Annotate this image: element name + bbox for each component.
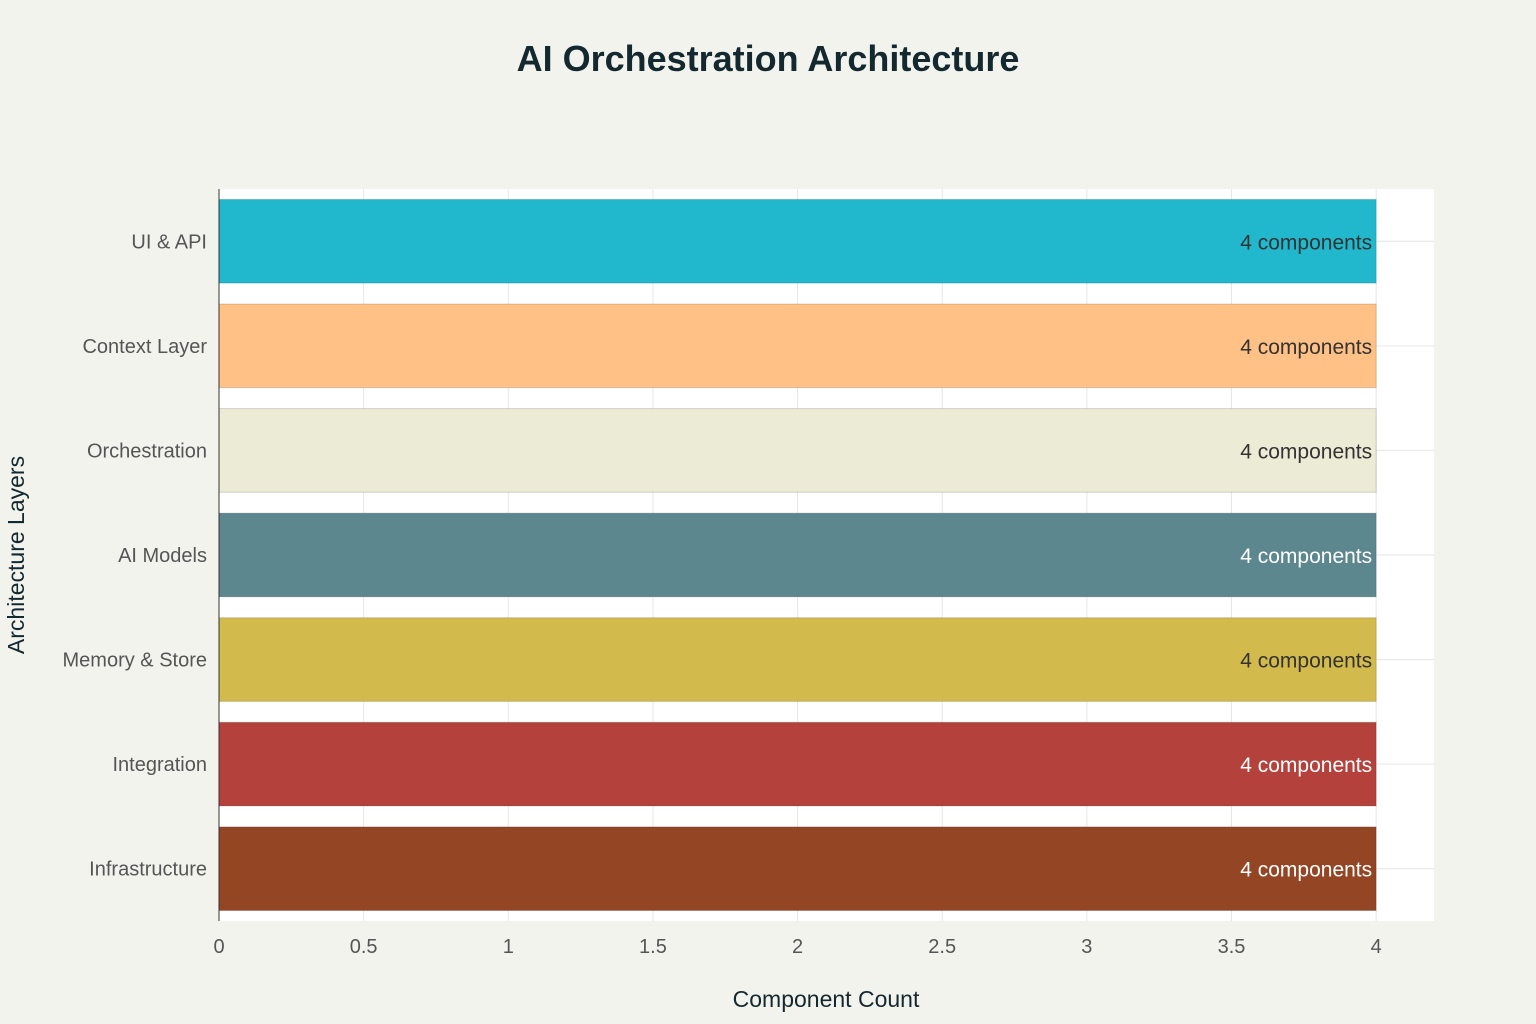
bars: 4 components 4 components 4 components 4 co… (218, 198, 1377, 912)
x-tick-labels: 0 0.5 1 1.5 2 2.5 3 3.5 4 (213, 936, 1381, 958)
y-tick-label: Infrastructure (89, 859, 207, 881)
y-tick-label: UI & API (131, 231, 207, 253)
x-tick-label: 2.5 (928, 936, 956, 958)
x-tick-label: 3.5 (1218, 936, 1246, 958)
y-tick-label: Context Layer (82, 336, 207, 358)
x-tick-label: 0 (213, 936, 224, 958)
y-tick-label: AI Models (118, 545, 207, 567)
y-tick-labels: UI & API Context Layer Orchestration AI Mod… (63, 231, 208, 880)
x-axis-label: Component Count (733, 986, 920, 1012)
bar (218, 408, 1377, 493)
x-tick-label: 4 (1371, 936, 1382, 958)
x-tick-label: 1.5 (639, 936, 667, 958)
x-tick-label: 2 (792, 936, 803, 958)
y-axis-label: Architecture Layers (3, 456, 29, 654)
bar (218, 617, 1377, 702)
x-tick-label: 3 (1081, 936, 1092, 958)
bar-data-label: 4 components (1240, 336, 1372, 359)
bar (218, 826, 1377, 912)
y-tick-label: Integration (112, 754, 207, 776)
x-tick-label: 1 (503, 936, 514, 958)
x-tick-label: 0.5 (350, 936, 378, 958)
y-tick-label: Memory & Store (63, 650, 207, 672)
chart-title: AI Orchestration Architecture (516, 38, 1020, 79)
bar-data-label: 4 components (1240, 545, 1372, 568)
bar (218, 721, 1377, 807)
bar-data-label: 4 components (1240, 754, 1372, 777)
y-tick-label: Orchestration (87, 440, 207, 462)
bar (218, 303, 1377, 389)
bar-data-label: 4 components (1240, 440, 1372, 463)
bar (218, 512, 1377, 598)
bar (218, 198, 1377, 284)
bar-data-label: 4 components (1240, 650, 1372, 673)
bar-data-label: 4 components (1240, 859, 1372, 882)
bar-data-label: 4 components (1240, 231, 1372, 254)
